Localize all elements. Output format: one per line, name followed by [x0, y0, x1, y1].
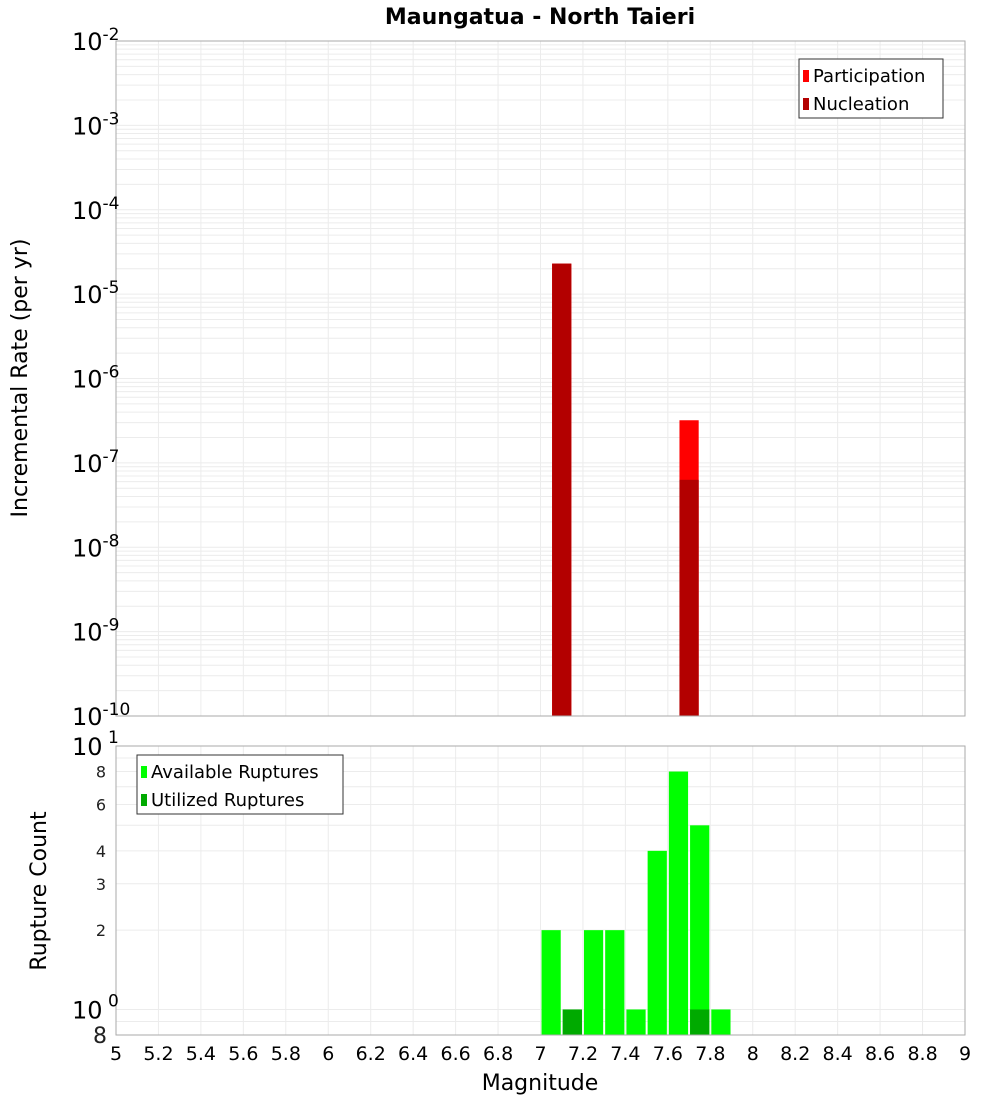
x-tick-label: 7.2	[568, 1043, 598, 1065]
legend-item-label: Utilized Ruptures	[151, 790, 304, 811]
x-tick-label: 8.6	[865, 1043, 895, 1065]
y-tick-label: 10-6	[72, 363, 120, 394]
rate-plot: Participation Nucleation 10-2 10-3 10-4 10-5 1…	[72, 25, 966, 731]
bar-nucleation	[552, 263, 572, 716]
legend-item-label: Nucleation	[813, 94, 909, 115]
bar-available-ruptures	[647, 850, 667, 1035]
chart-title: Maungatua - North Taieri	[385, 5, 695, 30]
x-tick-label: 7.8	[695, 1043, 725, 1065]
y-tick-label: 3	[96, 875, 106, 894]
y-tick-label: 8	[96, 763, 106, 782]
x-tick-label: 5	[110, 1043, 122, 1065]
legend-swatch	[803, 70, 809, 82]
x-tick-label: 9	[959, 1043, 971, 1065]
x-tick-label: 8.4	[823, 1043, 853, 1065]
rupture-count-plot: Available Ruptures Utilized Ruptures 10 1 8…	[72, 728, 971, 1065]
legend: Participation Nucleation	[798, 58, 944, 119]
bar-utilized-ruptures	[690, 1009, 710, 1035]
bar-available-ruptures	[690, 825, 710, 1035]
y-tick-label: 10-3	[72, 109, 120, 140]
x-tick-label: 5.4	[186, 1043, 216, 1065]
top-y-axis-label: Incremental Rate (per yr)	[8, 239, 33, 518]
y-tick-label: 10-2	[72, 25, 120, 56]
x-tick-label: 7.6	[653, 1043, 683, 1065]
bar-utilized-ruptures	[562, 1009, 582, 1035]
x-tick-label: 5.6	[228, 1043, 258, 1065]
legend: Available Ruptures Utilized Ruptures	[136, 754, 344, 815]
y-tick-label: 10-8	[72, 531, 120, 562]
plot-frame	[115, 745, 966, 1036]
legend-swatch	[803, 98, 809, 110]
y-tick-label: 4	[96, 842, 106, 861]
legend-item-label: Participation	[813, 66, 925, 87]
y-tick-label: 8	[93, 1024, 107, 1049]
y-tick-label: 10-4	[72, 194, 120, 225]
bar-available-ruptures	[605, 930, 625, 1035]
x-tick-label: 6.2	[356, 1043, 386, 1065]
bar-available-ruptures	[711, 1009, 731, 1035]
x-tick-label: 6.8	[483, 1043, 513, 1065]
y-tick-label: 10-10	[72, 700, 130, 731]
legend-item-label: Available Ruptures	[151, 762, 319, 783]
x-tick-label: 6.6	[440, 1043, 470, 1065]
x-tick-label: 5.8	[271, 1043, 301, 1065]
legend-swatch	[141, 794, 147, 806]
y-tick-label: 10 0	[72, 991, 119, 1024]
x-axis-label: Magnitude	[482, 1071, 599, 1096]
y-tick-label: 10-9	[72, 616, 120, 647]
x-tick-label: 6.4	[398, 1043, 428, 1065]
bar-available-ruptures	[626, 1009, 646, 1035]
legend-swatch	[141, 766, 147, 778]
x-tick-label: 8	[747, 1043, 759, 1065]
y-tick-label: 10-7	[72, 447, 120, 478]
y-tick-label: 10-5	[72, 278, 120, 309]
x-tick-label: 7	[534, 1043, 546, 1065]
x-tick-label: 7.4	[610, 1043, 640, 1065]
y-tick-label: 10 1	[72, 728, 119, 761]
x-tick-label: 8.2	[780, 1043, 810, 1065]
x-tick-label: 8.8	[907, 1043, 937, 1065]
bar-available-ruptures	[541, 930, 561, 1035]
x-tick-label: 6	[322, 1043, 334, 1065]
bar-available-ruptures	[583, 930, 604, 1035]
x-tick-label: 5.2	[143, 1043, 173, 1065]
y-tick-label: 6	[96, 795, 106, 814]
bottom-y-axis-label: Rupture Count	[27, 811, 52, 971]
y-tick-label: 2	[96, 921, 106, 940]
bar-available-ruptures	[668, 771, 689, 1035]
plot-frame	[115, 40, 966, 717]
bar-nucleation	[679, 479, 699, 716]
